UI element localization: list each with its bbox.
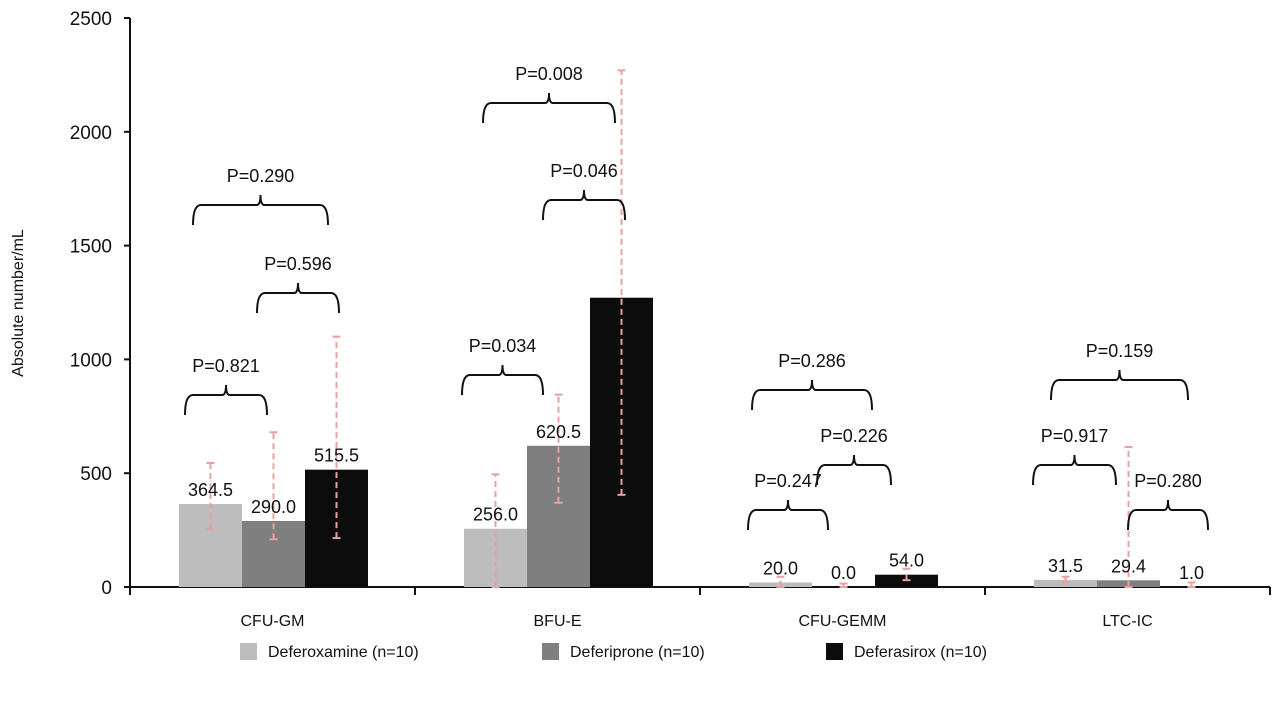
significance-bracket: [193, 195, 328, 225]
p-value-label: P=0.290: [227, 166, 295, 186]
significance-bracket: [185, 385, 267, 415]
y-tick-label: 0: [101, 578, 112, 599]
y-tick-label: 2000: [70, 123, 112, 144]
legend-swatch: [240, 643, 257, 660]
significance-bracket: [462, 365, 543, 395]
x-tick-label: BFU-E: [534, 613, 582, 630]
data-label: 290.0: [251, 497, 296, 517]
significance-bracket: [543, 190, 625, 220]
legend-swatch: [542, 643, 559, 660]
p-value-label: P=0.280: [1134, 471, 1202, 491]
p-value-label: P=0.917: [1041, 426, 1109, 446]
data-label: 515.5: [314, 446, 359, 466]
data-label: 0.0: [831, 563, 856, 583]
y-tick-label: 2500: [70, 9, 112, 30]
legend-label: Deferiprone (n=10): [570, 644, 705, 661]
data-label: 620.5: [536, 422, 581, 442]
data-label: 364.5: [188, 480, 233, 500]
p-value-label: P=0.159: [1086, 341, 1154, 361]
p-value-label: P=0.286: [778, 351, 846, 371]
p-value-label: P=0.226: [820, 426, 888, 446]
p-value-label: P=0.596: [264, 254, 332, 274]
significance-bracket: [817, 455, 891, 485]
bar: [242, 521, 305, 587]
significance-bracket: [1051, 370, 1188, 400]
data-label: 256.0: [473, 505, 518, 525]
data-label: 54.0: [889, 551, 924, 571]
p-value-label: P=0.821: [192, 356, 260, 376]
data-label: 1.0: [1179, 563, 1204, 583]
p-value-label: P=0.046: [550, 161, 618, 181]
legend-label: Deferoxamine (n=10): [268, 644, 419, 661]
y-tick-label: 1000: [70, 350, 112, 371]
significance-bracket: [1128, 500, 1208, 530]
p-value-label: P=0.034: [469, 336, 537, 356]
p-value-label: P=0.008: [515, 64, 583, 84]
y-axis-label: Absolute number/mL: [10, 229, 27, 377]
significance-bracket: [752, 380, 872, 410]
significance-bracket: [257, 283, 339, 313]
y-tick-label: 1500: [70, 237, 112, 258]
data-label: 20.0: [763, 558, 798, 578]
significance-bracket: [483, 93, 615, 123]
legend-label: Deferasirox (n=10): [854, 644, 987, 661]
x-tick-label: CFU-GM: [241, 613, 305, 630]
x-tick-label: CFU-GEMM: [799, 613, 887, 630]
p-value-label: P=0.247: [754, 471, 822, 491]
y-tick-label: 500: [80, 464, 112, 485]
legend-swatch: [826, 643, 843, 660]
significance-bracket: [1033, 455, 1116, 485]
data-label: 31.5: [1048, 556, 1083, 576]
x-tick-label: LTC-IC: [1102, 613, 1152, 630]
significance-bracket: [748, 500, 828, 530]
bar: [464, 529, 527, 587]
data-label: 29.4: [1111, 556, 1146, 576]
